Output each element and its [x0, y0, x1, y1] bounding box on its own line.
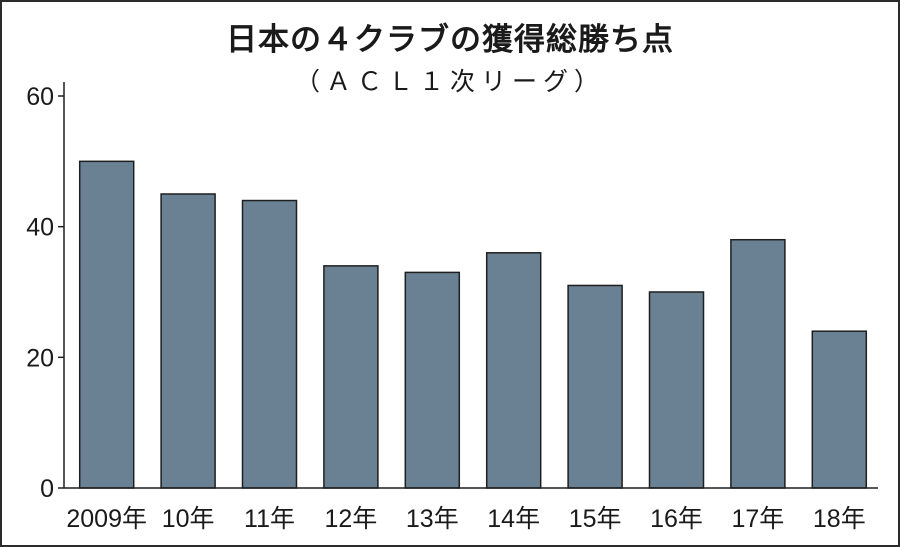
x-tick-label: 11年 [244, 505, 295, 533]
bar [78, 160, 135, 489]
y-tick-label: 0 [40, 475, 54, 503]
bar [730, 238, 786, 489]
x-tick-label: 15年 [569, 505, 622, 533]
x-tick-label: 18年 [813, 505, 866, 533]
x-tick-label: 14年 [487, 505, 540, 533]
x-tick-label: 13年 [406, 505, 459, 533]
bar [485, 252, 542, 489]
bar [648, 291, 705, 489]
chart-subtitle: （ＡＣＬ１次リーグ） [294, 67, 605, 96]
chart-title: 日本の４クラブの獲得総勝ち点 [226, 22, 674, 58]
x-tick-label: 2009年 [66, 505, 147, 533]
bar [160, 193, 216, 489]
bar [241, 199, 298, 489]
x-tick-label: 12年 [324, 505, 377, 533]
bar [811, 330, 868, 489]
x-tick-label: 17年 [731, 505, 784, 533]
bar [404, 271, 461, 489]
y-tick-label: 40 [26, 214, 54, 242]
y-tick-label: 60 [26, 83, 54, 111]
bar [567, 284, 623, 489]
x-tick-label: 16年 [650, 505, 703, 533]
bar [323, 265, 379, 489]
y-tick-label: 20 [26, 344, 54, 372]
x-tick-label: 10年 [162, 505, 215, 533]
